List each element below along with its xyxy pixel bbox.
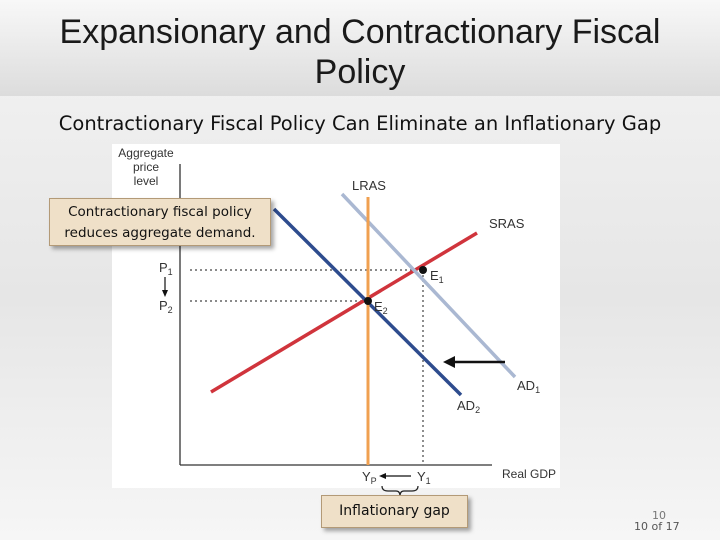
price-drop-arrow-head <box>162 290 168 297</box>
ad1-curve <box>340 192 517 379</box>
equilibrium-point-e2 <box>364 297 372 305</box>
ad-as-diagram: Aggregate price level Real GDP LRAS SRAS… <box>112 144 560 488</box>
x-axis-label: Real GDP <box>502 467 556 481</box>
sras-curve <box>210 231 478 394</box>
sras-label: SRAS <box>489 216 525 231</box>
page-count: 10 of 17 <box>634 520 680 533</box>
lras-label: LRAS <box>352 178 386 193</box>
y-axis-label-1: Aggregate <box>118 146 174 160</box>
ad2-label: AD2 <box>457 398 480 415</box>
page-number: 10 <box>652 509 666 522</box>
p2-label: P2 <box>159 298 173 315</box>
slide-subtitle: Contractionary Fiscal Policy Can Elimina… <box>58 112 662 135</box>
output-gap-arrow-head <box>379 473 386 479</box>
e2-label: E2 <box>374 299 388 316</box>
slide-title: Expansionary and Contractionary Fiscal P… <box>20 12 700 92</box>
e1-label: E1 <box>430 268 444 285</box>
y-axis-label-2: price <box>133 160 159 174</box>
ad1-label: AD1 <box>517 378 540 395</box>
callout-line-1: Contractionary fiscal policy <box>68 204 252 220</box>
slide-title-line1: Expansionary and Contractionary Fiscal <box>59 13 661 51</box>
slide-title-line2: Policy <box>314 53 406 91</box>
title-band <box>0 0 720 96</box>
shift-arrow-head <box>443 356 455 368</box>
inflationary-gap-label: Inflationary gap <box>321 495 468 528</box>
diagram-svg: Aggregate price level Real GDP LRAS SRAS… <box>118 146 556 486</box>
p1-label: P1 <box>159 260 173 277</box>
yp-label: YP <box>362 469 377 486</box>
callout-contractionary-policy: Contractionary fiscal policy reduces agg… <box>49 198 271 246</box>
y-axis-label-3: level <box>134 174 159 188</box>
y1-label: Y1 <box>417 469 431 486</box>
equilibrium-point-e1 <box>419 266 427 274</box>
callout-line-2: reduces aggregate demand. <box>64 225 256 241</box>
